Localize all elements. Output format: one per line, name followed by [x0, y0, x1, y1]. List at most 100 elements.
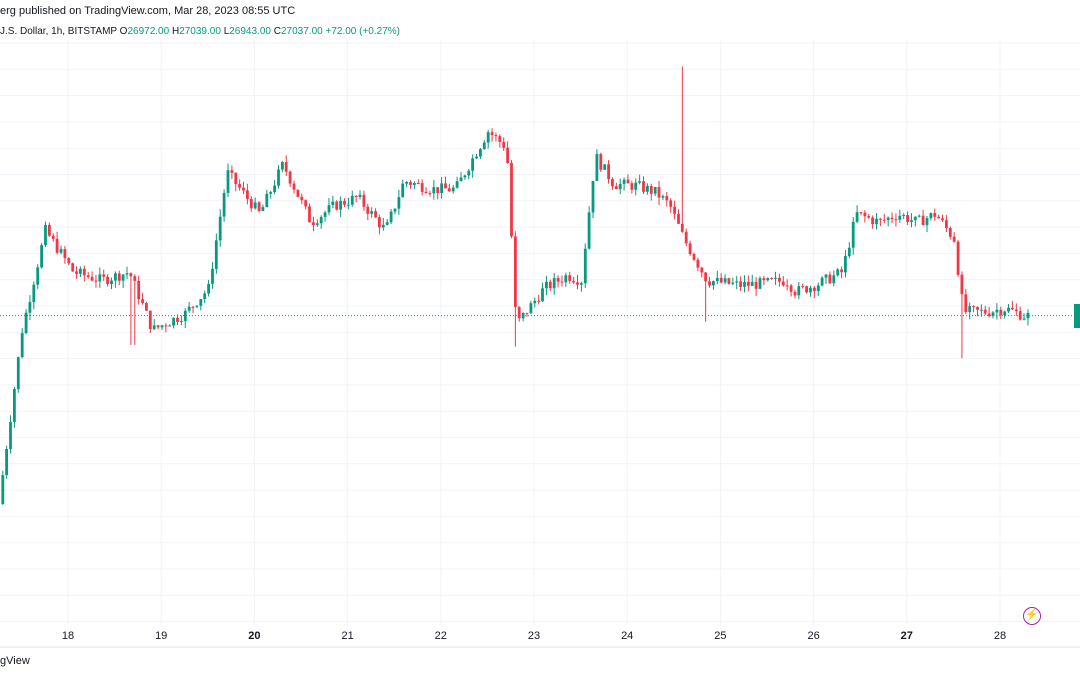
candle-down: [300, 196, 304, 201]
candle-up: [587, 212, 591, 249]
candle-up: [564, 275, 568, 283]
candle-down: [525, 312, 529, 314]
candle-down: [494, 135, 498, 137]
candle-up: [712, 281, 715, 286]
candle-down: [859, 212, 863, 214]
candle-up: [5, 449, 8, 476]
candle-down: [692, 254, 696, 260]
candle-down: [1011, 307, 1014, 310]
candle-up: [440, 183, 443, 193]
candle-up: [459, 177, 463, 182]
candle-down: [952, 236, 956, 242]
candle-down: [191, 306, 195, 308]
candle-down: [572, 280, 575, 283]
candle-up: [269, 192, 273, 194]
date-tick-label: 20: [248, 630, 261, 642]
candle-down: [514, 236, 517, 307]
candle-down: [246, 190, 249, 199]
candle-up: [32, 284, 36, 303]
candle-up: [401, 183, 405, 198]
candle-down: [354, 196, 358, 197]
last-price-tag: [1074, 303, 1080, 328]
candle-up: [180, 321, 183, 323]
candle-up: [203, 293, 207, 300]
candle-down: [75, 271, 78, 274]
candle-up: [455, 181, 459, 188]
candle-down: [335, 201, 339, 210]
candle-down: [90, 276, 94, 281]
candle-down: [669, 200, 673, 207]
candle-down: [517, 307, 521, 319]
candle-down: [960, 274, 964, 295]
candle-up: [968, 306, 972, 312]
candle-down: [708, 281, 711, 286]
candle-up: [265, 193, 269, 208]
candle-up: [110, 280, 113, 284]
candle-down: [537, 300, 541, 302]
candle-up: [168, 325, 172, 327]
candle-up: [413, 183, 416, 185]
candle-up: [273, 185, 276, 193]
candle-down: [945, 220, 948, 228]
candle-down: [840, 269, 843, 273]
candle-down: [1018, 311, 1022, 320]
candle-down: [156, 325, 160, 328]
candle-up: [774, 277, 777, 279]
candle-up: [432, 187, 436, 194]
candle-down: [941, 218, 944, 221]
candle-down: [987, 313, 991, 316]
candle-up: [319, 216, 323, 224]
candle-up: [533, 300, 537, 304]
candle-down: [785, 285, 789, 287]
candle-down: [490, 132, 494, 136]
candle-up: [847, 247, 851, 257]
candle-up: [40, 245, 43, 268]
candle-up: [715, 277, 719, 282]
candle-up: [875, 218, 878, 224]
candle-down: [238, 184, 241, 188]
date-tick-label: 25: [714, 630, 727, 642]
candle-down: [133, 276, 137, 281]
candle-down: [292, 183, 296, 190]
candle-up: [603, 164, 607, 170]
candle-up: [463, 175, 467, 178]
candle-down: [48, 224, 51, 236]
candle-up: [832, 275, 836, 284]
candle-up: [766, 278, 770, 281]
candle-up: [735, 281, 739, 283]
candle-up: [1003, 311, 1007, 315]
candle-up: [661, 196, 665, 198]
candle-down: [801, 286, 805, 288]
candle-down: [556, 278, 560, 282]
candle-down: [642, 181, 645, 192]
candle-up: [172, 317, 175, 326]
candle-down: [502, 141, 506, 148]
candle-up: [913, 216, 917, 221]
grid: [0, 40, 1080, 625]
candle-down: [704, 272, 707, 282]
candle-down: [164, 325, 168, 327]
candle-up: [393, 208, 397, 212]
candle-down: [680, 223, 684, 232]
candle-up: [214, 240, 218, 269]
candle-down: [424, 191, 428, 193]
candle-down: [129, 273, 133, 277]
candle-up: [358, 194, 362, 197]
candle-up: [886, 217, 890, 221]
candle-down: [983, 309, 987, 314]
candle-down: [828, 274, 832, 284]
candle-down: [948, 228, 952, 237]
candle-down: [871, 217, 874, 224]
candle-down: [378, 217, 381, 228]
bolt-icon[interactable]: ⚡: [1023, 607, 1041, 625]
candlestick-chart[interactable]: [0, 0, 1080, 650]
candle-up: [331, 201, 335, 205]
candle-down: [308, 206, 311, 223]
candle-up: [816, 285, 820, 291]
candle-up: [323, 212, 327, 217]
candle-up: [13, 389, 16, 422]
candle-down: [296, 189, 300, 197]
candle-down: [677, 213, 680, 224]
candle-up: [580, 283, 583, 285]
candle-down: [86, 275, 90, 277]
